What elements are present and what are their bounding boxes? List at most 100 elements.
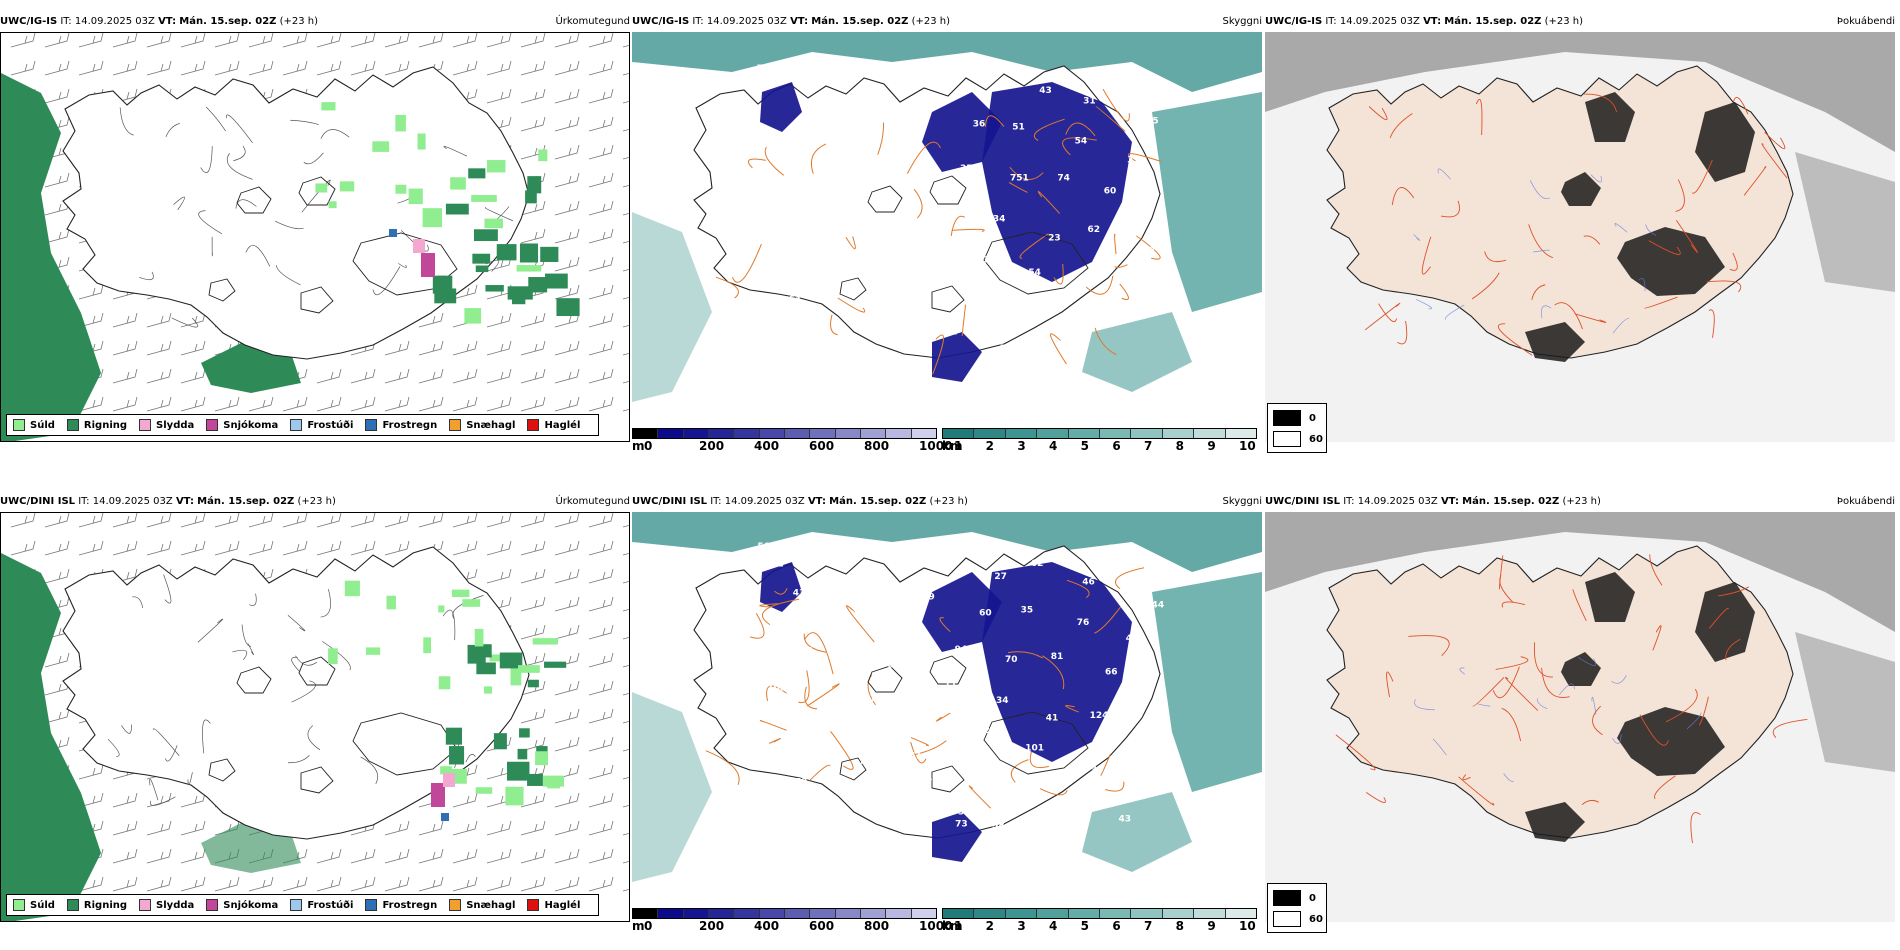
roads-rivers [107, 574, 484, 806]
km-colorbar-tick-label: 10 [1239, 439, 1256, 453]
road-line [830, 730, 854, 770]
road-line [291, 656, 300, 672]
cloud-base-label: 23 [1048, 234, 1061, 244]
road-line [910, 741, 927, 764]
cloud-base-label: 37 [1127, 155, 1140, 165]
panel-header: UWC/IG-IS IT: 14.09.2025 03Z VT: Mán. 15… [1265, 12, 1895, 32]
precip-cell [440, 766, 452, 775]
road-line [1458, 776, 1495, 806]
wind-barb [622, 156, 629, 160]
wind-barb [146, 60, 172, 76]
cloud-base-label: 40 [776, 208, 789, 218]
fog-legend-item: 0 [1273, 890, 1316, 906]
water-line [1437, 168, 1451, 180]
wind-barb [588, 312, 614, 328]
road-line [1648, 240, 1681, 255]
precip-legend-item: Slydda [139, 419, 194, 431]
km-colorbar-ramp [942, 908, 1257, 919]
wind-barb [588, 172, 614, 188]
cloud-base-label: 54 [1066, 800, 1079, 810]
cloud-base-label: 46 [861, 568, 874, 578]
road-line [1100, 753, 1111, 776]
glacier-outline [352, 712, 458, 776]
freezing-rain-cell [441, 813, 449, 821]
wind-barb [384, 60, 410, 76]
snow-cell [421, 253, 435, 277]
wind-barb [282, 513, 308, 528]
road-line [1066, 579, 1090, 599]
wind-barb [554, 396, 580, 412]
glacier-outline [300, 286, 334, 314]
height-colorbar-step [759, 429, 785, 438]
wind-barb [554, 33, 580, 48]
precip-cell [535, 751, 548, 766]
vt-value: Mán. 15.sep. 02Z [811, 16, 909, 27]
cloud-base-label: 129 [883, 721, 902, 731]
cloud-base-label: 36 [1091, 766, 1104, 776]
wind-barb [350, 540, 376, 556]
wind-barb [384, 513, 410, 528]
wind-barb [520, 228, 546, 244]
cloud-base-label: 31 [1083, 96, 1096, 106]
km-colorbar-step [1131, 429, 1163, 438]
precip-cell [475, 265, 489, 273]
cloud-base-label: 142 [971, 726, 990, 736]
wind-barb [248, 876, 274, 892]
dense-fog-area [1525, 322, 1585, 362]
wind-barb [622, 748, 629, 752]
fog-shade-north [1265, 512, 1895, 632]
wind-barb [622, 268, 629, 272]
road-line [1583, 235, 1601, 245]
km-colorbar-step [1194, 909, 1226, 918]
wind-barb [180, 60, 206, 76]
low-cloud-area [760, 82, 802, 132]
drizzle-cell [315, 183, 328, 193]
cloud-base-label: 40 [861, 758, 874, 768]
cloud-base-label: 43 [1039, 86, 1052, 96]
km-colorbar-step [1162, 909, 1195, 918]
wind-barb [588, 764, 614, 780]
road-line [803, 633, 827, 653]
wind-barb [214, 33, 240, 48]
drizzle-cell [438, 676, 451, 690]
km-colorbar-tick-label: 8 [1175, 439, 1185, 453]
road-line [705, 750, 740, 785]
road-line [232, 649, 248, 661]
wind-barb [588, 200, 614, 216]
cloud-base-label: 84 [900, 148, 913, 158]
cloud-base-label: 51 [889, 178, 902, 188]
road-line [1698, 696, 1709, 726]
panel-type-title: Þokuábendi [1836, 496, 1895, 507]
road-line [1037, 191, 1061, 214]
road-line [774, 588, 788, 595]
precip-cell [547, 781, 560, 789]
wind-barb [452, 340, 478, 356]
precip-legend-item: Frostúði [290, 899, 353, 911]
cloud-base-label: 46 [1082, 577, 1095, 587]
wind-barb [418, 820, 444, 836]
km-colorbar-step [1005, 429, 1038, 438]
wind-barb [78, 60, 104, 76]
height-colorbar-step [810, 429, 836, 438]
cloud-base-label: 73 [955, 819, 968, 829]
road-line [1654, 775, 1676, 800]
precip-legend-swatch [449, 899, 462, 911]
road-line [1471, 272, 1500, 300]
wind-barb [554, 256, 580, 272]
road-line [1114, 233, 1117, 255]
km-colorbar-tick-label: 3 [1017, 919, 1026, 933]
wind-barb [622, 380, 629, 384]
km-colorbar-ticks: km 1 2 3 4 5 6 7 8 9 10 [942, 919, 1257, 933]
height-colorbar-step [708, 429, 735, 438]
wind-barb [520, 624, 546, 640]
wind-barb [520, 568, 546, 584]
wind-barb [622, 212, 629, 216]
wind-barb [384, 396, 410, 412]
cloud-base-label: 61 [827, 349, 840, 359]
road-line [1501, 601, 1526, 608]
drizzle-cell [339, 181, 355, 192]
wind-barb [588, 228, 614, 244]
wind-barb [554, 820, 580, 836]
km-colorbar-unit: km [942, 919, 963, 933]
road-network [705, 567, 1145, 809]
